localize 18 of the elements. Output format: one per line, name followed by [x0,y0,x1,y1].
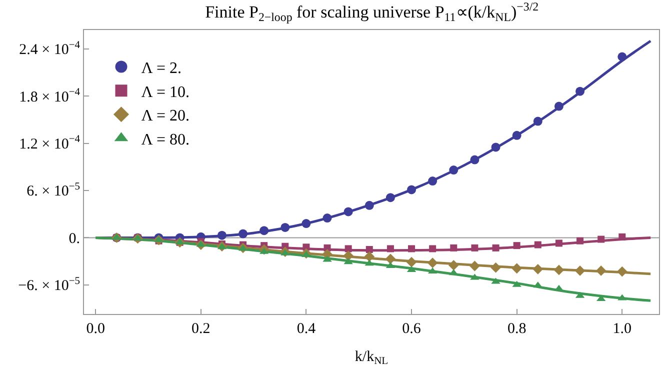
x-tick-label: 1.0 [612,321,632,337]
chart-title: Finite P$_{2−loop}$ for scaling universe P$_{11}$∝(k/k$_{NL}$)$^{−3/2}$ [205,0,539,24]
legend-label: Λ = 80. [141,131,190,148]
y-tick-label: 1.2 × 10$^{−4}$ [19,134,81,153]
y-tick-label: −6. × 10$^{−5}$ [18,276,80,294]
y-tick-label: 0. [68,230,80,247]
x-tick-label: 0.8 [507,321,526,337]
y-tick-label: 2.4 × 10$^{−4}$ [19,40,81,58]
x-tick-label: 0.2 [192,321,210,337]
legend-label: Λ = 20. [141,108,190,125]
legend-label: Λ = 2. [141,60,182,78]
legend-label: Λ = 10. [141,84,190,101]
x-tick-label: 0.0 [86,321,105,337]
x-axis-title: k/k$_{NL}$ [354,348,388,367]
x-tick-label: 0.4 [296,321,316,337]
x-tick-label: 0.6 [402,321,422,337]
y-tick-label: 1.8 × 10$^{−4}$ [19,87,81,106]
y-tick-label: 6. × 10$^{−5}$ [26,181,80,200]
